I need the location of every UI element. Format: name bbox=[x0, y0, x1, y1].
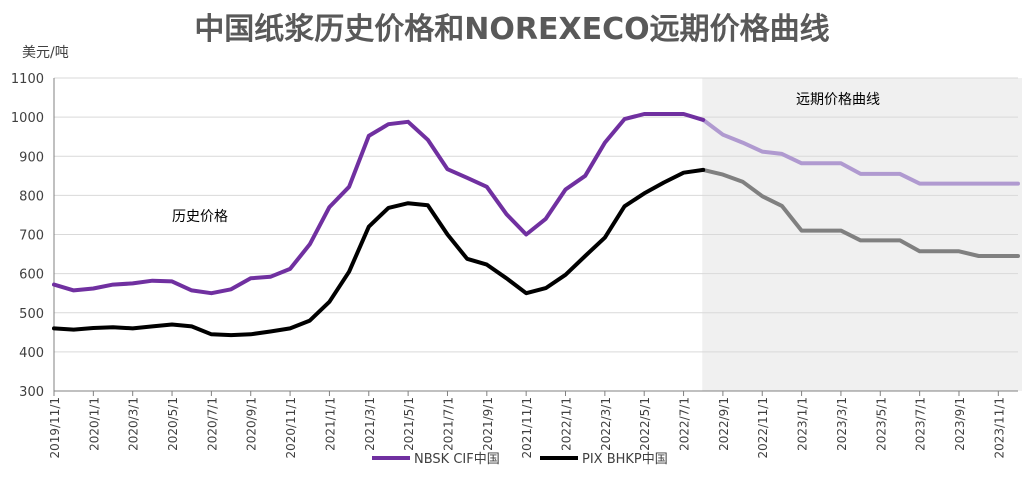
x-tick-label: 2020/11/1 bbox=[284, 397, 298, 459]
x-tick-label: 2022/11/1 bbox=[756, 397, 770, 459]
legend-swatch-nbsk bbox=[372, 455, 410, 460]
series-line-nbsk-history bbox=[52, 112, 706, 296]
x-tick-label: 2021/1/1 bbox=[323, 397, 337, 451]
x-tick-label: 2022/5/1 bbox=[638, 397, 652, 451]
x-tick-label: 2020/7/1 bbox=[205, 397, 219, 451]
y-tick-label: 600 bbox=[19, 268, 44, 283]
x-tick-label: 2021/11/1 bbox=[520, 397, 534, 459]
chart-title: 中国纸浆历史价格和NOREXECO远期价格曲线 bbox=[194, 12, 830, 47]
x-tick-label: 2023/7/1 bbox=[914, 397, 928, 451]
y-axis-unit-label: 美元/吨 bbox=[22, 45, 69, 61]
y-tick-label: 700 bbox=[19, 229, 44, 244]
x-tick-label: 2022/3/1 bbox=[599, 397, 613, 451]
x-tick-label: 2020/3/1 bbox=[127, 397, 141, 451]
forward-region-label: 远期价格曲线 bbox=[796, 92, 880, 108]
x-tick-label: 2023/11/1 bbox=[992, 397, 1006, 459]
y-tick-label: 1100 bbox=[11, 72, 44, 87]
series-line-pix-history bbox=[52, 167, 706, 338]
x-tick-label: 2020/1/1 bbox=[87, 397, 101, 451]
x-tick-label: 2022/1/1 bbox=[560, 397, 574, 451]
legend-label-pix: PIX BHKP中国 bbox=[582, 452, 668, 467]
series-line-nbsk-forward bbox=[701, 117, 1020, 186]
x-tick-label: 2022/9/1 bbox=[717, 397, 731, 451]
x-tick-label: 2020/9/1 bbox=[245, 397, 259, 451]
x-tick-label: 2020/5/1 bbox=[166, 397, 180, 451]
legend-swatch-pix bbox=[540, 455, 578, 460]
legend-label-nbsk: NBSK CIF中国 bbox=[414, 452, 500, 467]
series-line-pix-forward bbox=[701, 167, 1020, 258]
y-tick-label: 500 bbox=[19, 307, 44, 322]
x-tick-label: 2021/5/1 bbox=[402, 397, 416, 451]
x-tick-label: 2021/9/1 bbox=[481, 397, 495, 451]
x-tick-label: 2023/3/1 bbox=[835, 397, 849, 451]
legend-item-pix: PIX BHKP中国 bbox=[540, 448, 668, 467]
y-tick-label: 300 bbox=[19, 385, 44, 400]
history-region-label: 历史价格 bbox=[172, 209, 228, 225]
x-tick-label: 2019/11/1 bbox=[48, 397, 62, 459]
x-tick-label: 2023/9/1 bbox=[953, 397, 967, 451]
x-tick-label: 2022/7/1 bbox=[678, 397, 692, 451]
chart-legend: NBSK CIF中国 PIX BHKP中国 bbox=[0, 448, 1024, 470]
y-tick-label: 800 bbox=[19, 189, 44, 204]
y-tick-label: 900 bbox=[19, 150, 44, 165]
legend-item-nbsk: NBSK CIF中国 bbox=[372, 448, 500, 467]
x-tick-label: 2021/7/1 bbox=[441, 397, 455, 451]
y-tick-label: 400 bbox=[19, 346, 44, 361]
x-tick-label: 2023/5/1 bbox=[874, 397, 888, 451]
x-tick-label: 2023/1/1 bbox=[796, 397, 810, 451]
y-tick-label: 1000 bbox=[11, 111, 44, 126]
x-tick-label: 2021/3/1 bbox=[363, 397, 377, 451]
